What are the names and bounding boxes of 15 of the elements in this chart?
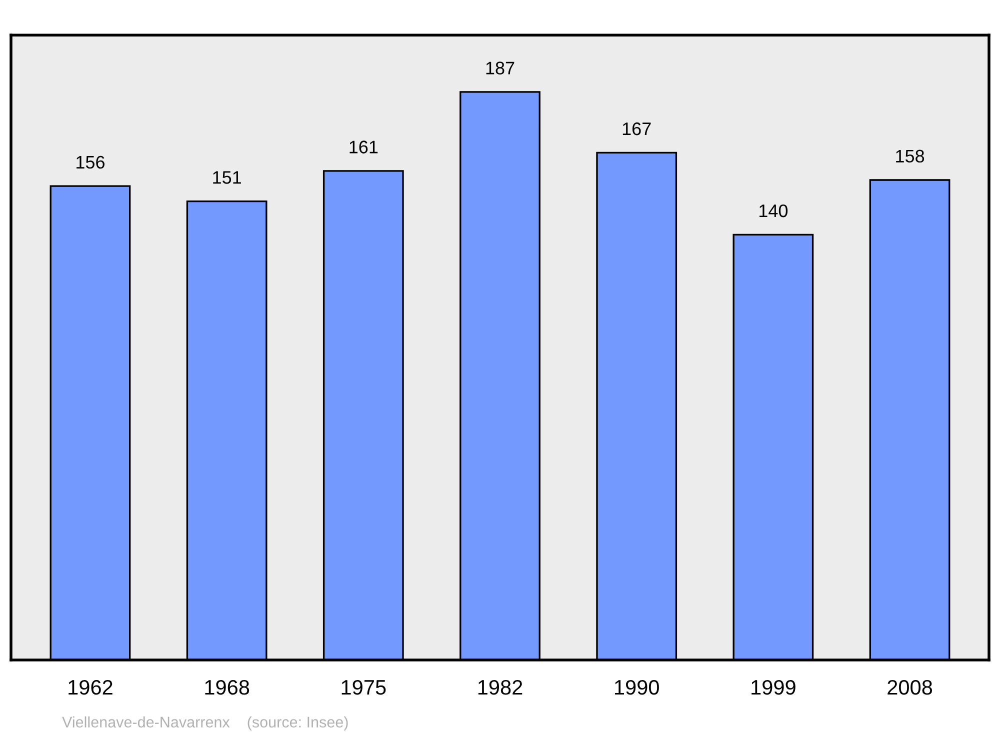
data-label: 140 [760, 204, 788, 218]
data-label: 158 [896, 150, 924, 163]
x-tick-label: 2008 [888, 680, 932, 695]
data-label: 187 [486, 62, 514, 74]
x-tick-label: 1968 [205, 680, 250, 695]
data-label: 167 [622, 122, 651, 136]
x-tick-label: 1975 [342, 680, 386, 695]
x-tick-label: 1990 [615, 680, 659, 695]
x-tick-label: 1982 [478, 680, 522, 695]
data-label: 151 [213, 171, 241, 184]
data-label: 156 [76, 156, 104, 169]
x-tick-label: 1999 [752, 680, 796, 695]
text: Viellenave-de-Navarrenx (source: Insee) [62, 716, 348, 731]
x-tick-label: 1962 [68, 680, 112, 695]
data-label: 161 [350, 140, 378, 154]
